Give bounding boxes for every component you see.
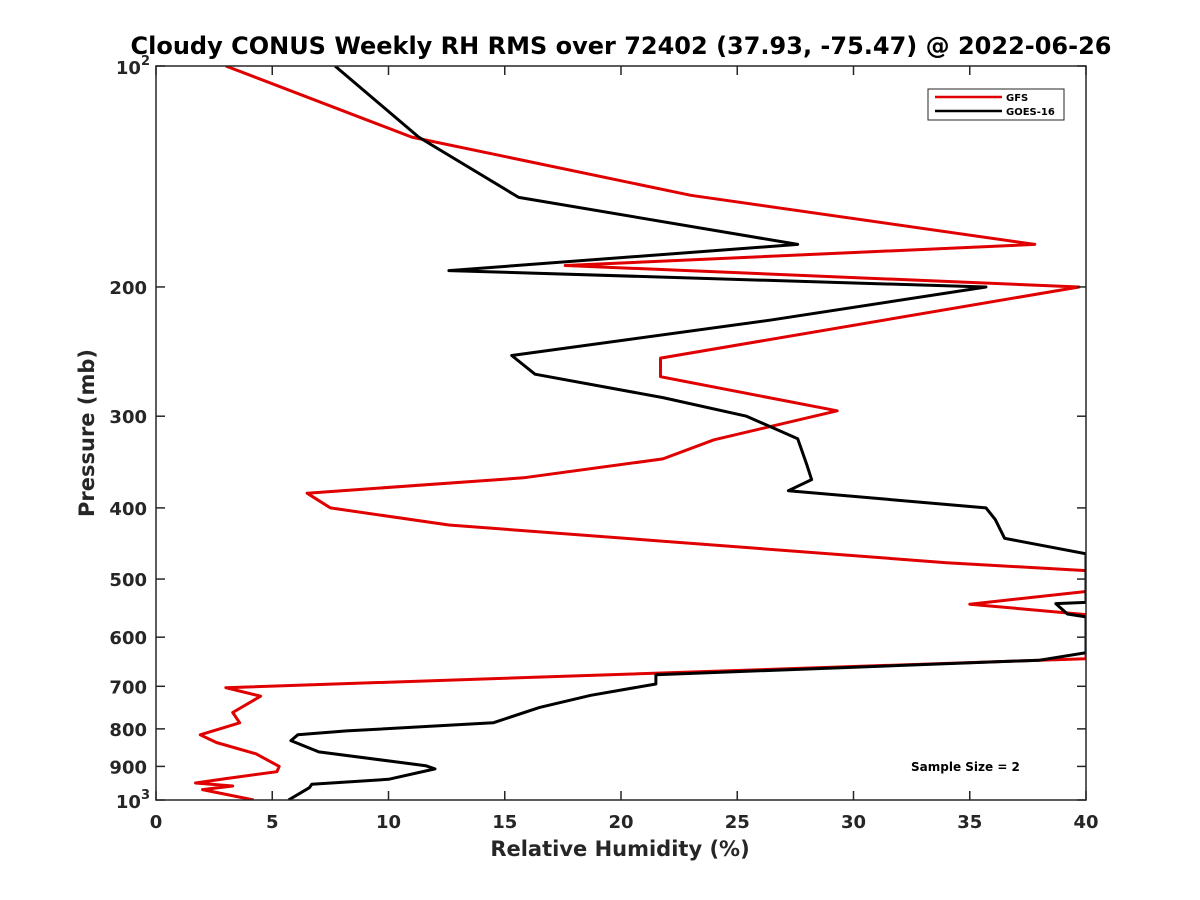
x-tick-label: 35 — [957, 812, 982, 833]
x-tick-label: 25 — [725, 812, 750, 833]
y-tick-label: 200 — [109, 278, 147, 299]
series-line-gfs — [194, 66, 1086, 800]
y-tick-label: 102 — [116, 54, 150, 79]
y-tick-label: 800 — [109, 720, 147, 741]
y-tick-label: 900 — [109, 757, 147, 778]
series-layer — [194, 66, 1086, 800]
legend-label-gfs: GFS — [1006, 93, 1028, 104]
series-line-goes-16 — [287, 66, 1086, 800]
x-tick-label: 15 — [492, 812, 517, 833]
y-tick-label: 103 — [116, 788, 150, 813]
x-tick-label: 20 — [608, 812, 633, 833]
y-tick-label: 700 — [109, 677, 147, 698]
chart-title: Cloudy CONUS Weekly RH RMS over 72402 (3… — [131, 32, 1112, 60]
y-tick-label: 600 — [109, 628, 147, 649]
x-tick-label: 10 — [376, 812, 401, 833]
legend-label-goes-16: GOES-16 — [1006, 107, 1055, 118]
legend-box — [927, 88, 1065, 121]
y-axis: 102 200 300 400 500 600 700 800 900 103 — [109, 54, 1086, 813]
x-tick-label: 40 — [1073, 812, 1098, 833]
x-axis-label: Relative Humidity (%) — [490, 837, 749, 861]
x-tick-label: 30 — [841, 812, 866, 833]
x-tick-label: 5 — [266, 812, 279, 833]
y-tick-label: 300 — [109, 407, 147, 428]
y-axis-label: Pressure (mb) — [75, 349, 99, 517]
x-axis: 0 5 10 15 20 25 30 35 40 — [150, 66, 1099, 833]
sample-size-annotation: Sample Size = 2 — [911, 760, 1020, 774]
x-tick-label: 0 — [150, 812, 163, 833]
legend: GFS GOES-16 — [927, 88, 1065, 121]
y-tick-label: 500 — [109, 570, 147, 591]
y-tick-label: 400 — [109, 499, 147, 520]
